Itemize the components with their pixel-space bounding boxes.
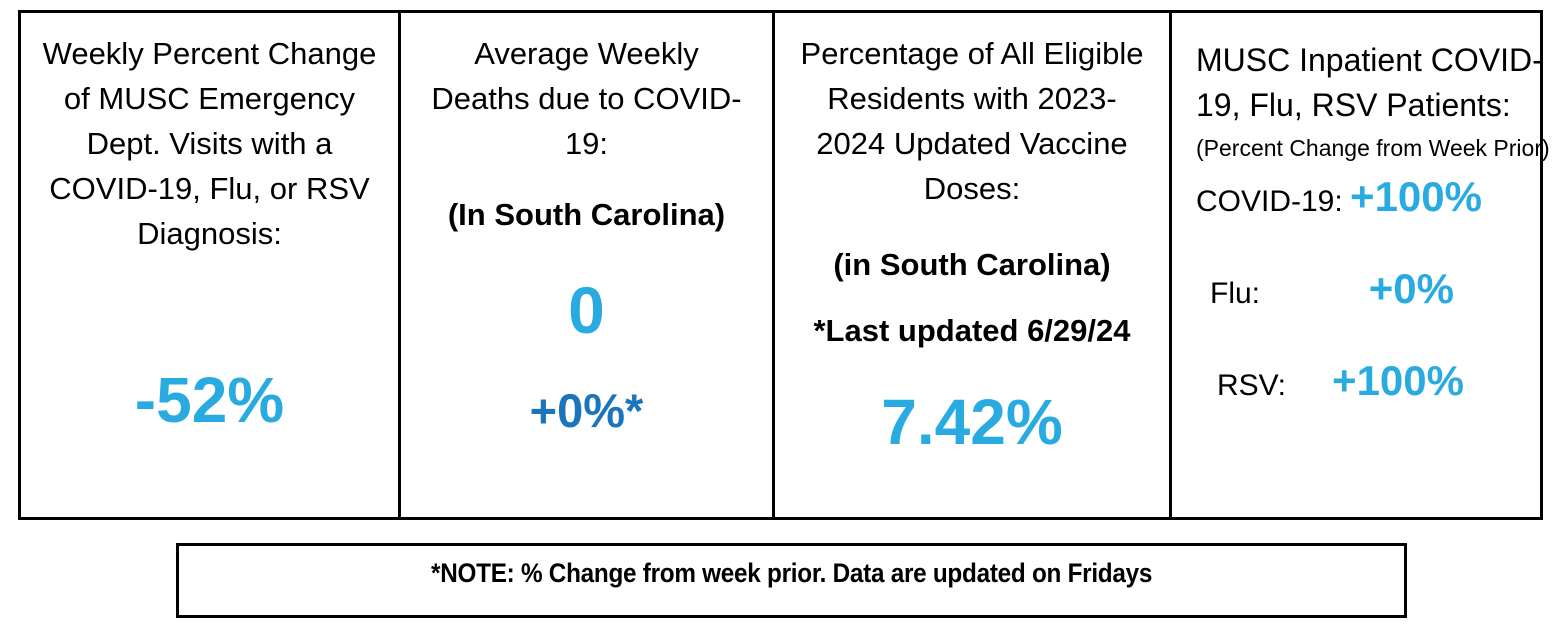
title-line: 19: [564, 126, 609, 161]
vaccine-doses-update-note: *Last updated 6/29/24 [813, 313, 1131, 348]
inpatient-subtitle: (Percent Change from Week Prior) [1196, 135, 1550, 161]
title-line: 19, Flu, RSV Patients: [1196, 87, 1511, 123]
panel-ed-visits-title: Weekly Percent Change of MUSC Emergency … [21, 31, 398, 256]
weekly-deaths-subtitle: (In South Carolina) [447, 197, 726, 232]
stat-row-label: COVID-19: [1196, 185, 1343, 218]
panel-inpatient: MUSC Inpatient COVID- 19, Flu, RSV Patie… [1169, 13, 1550, 517]
title-line: Dept. Visits with a [86, 126, 333, 161]
stat-row-flu: Flu: +0% [1196, 265, 1516, 313]
ed-visits-stat-value: -52% [134, 364, 285, 436]
title-line: Diagnosis: [137, 216, 282, 251]
title-line: 2024 Updated Vaccine [816, 126, 1128, 161]
title-line: Deaths due to COVID- [431, 81, 742, 116]
vaccine-doses-subtitle: (in South Carolina) [833, 247, 1111, 282]
stat-row-covid19: COVID-19: +100% [1196, 173, 1516, 221]
panel-vaccine-doses-title: Percentage of All Eligible Residents wit… [775, 31, 1169, 211]
title-line: Average Weekly [474, 36, 699, 71]
stat-row-value: +100% [1350, 173, 1482, 220]
title-line: COVID-19, Flu, or RSV [49, 171, 370, 206]
panel-inpatient-title: MUSC Inpatient COVID- 19, Flu, RSV Patie… [1196, 38, 1543, 128]
weekly-deaths-stat-value: 0 [568, 273, 605, 347]
vaccine-doses-stat-value: 7.42% [881, 386, 1063, 458]
stats-board: Weekly Percent Change of MUSC Emergency … [18, 10, 1550, 520]
panel-ed-visits: Weekly Percent Change of MUSC Emergency … [21, 13, 398, 517]
panel-vaccine-doses: Percentage of All Eligible Residents wit… [772, 13, 1169, 517]
stat-row-value: +100% [1332, 357, 1464, 404]
title-line: of MUSC Emergency [63, 81, 356, 116]
panel-weekly-deaths: Average Weekly Deaths due to COVID- 19: … [398, 13, 772, 517]
title-line: Residents with 2023- [827, 81, 1117, 116]
title-line: MUSC Inpatient COVID- [1196, 42, 1543, 78]
weekly-deaths-percent-change: +0%* [529, 384, 644, 437]
title-line: Doses: [923, 171, 1021, 206]
stat-row-rsv: RSV: +100% [1196, 357, 1516, 405]
footnote-box: *NOTE: % Change from week prior. Data ar… [176, 543, 1407, 618]
stat-row-label: Flu: [1210, 277, 1261, 310]
stat-row-value: +0% [1368, 265, 1454, 312]
title-line: Percentage of All Eligible [800, 36, 1144, 71]
panel-weekly-deaths-title: Average Weekly Deaths due to COVID- 19: [401, 31, 772, 166]
stat-row-label: RSV: [1217, 369, 1286, 402]
title-line: Weekly Percent Change [42, 36, 377, 71]
footnote-text: *NOTE: % Change from week prior. Data ar… [430, 558, 1153, 588]
